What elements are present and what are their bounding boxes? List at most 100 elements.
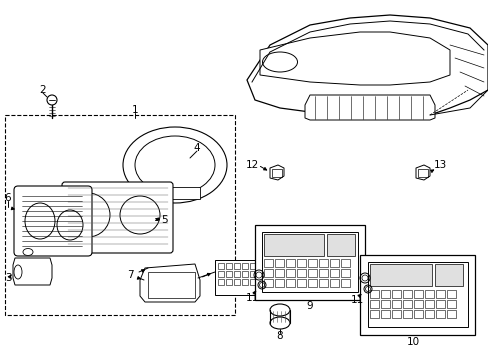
Bar bbox=[380, 300, 389, 308]
Bar bbox=[264, 259, 272, 267]
Bar bbox=[249, 271, 256, 277]
Bar bbox=[435, 300, 444, 308]
Bar bbox=[234, 271, 240, 277]
Bar bbox=[369, 290, 378, 298]
Text: 1: 1 bbox=[131, 105, 138, 115]
Bar bbox=[417, 169, 427, 177]
Bar bbox=[402, 310, 411, 318]
Bar bbox=[424, 290, 433, 298]
Bar bbox=[285, 269, 294, 277]
Bar bbox=[225, 279, 231, 285]
Bar bbox=[446, 290, 455, 298]
Bar bbox=[340, 279, 349, 287]
Bar bbox=[329, 259, 338, 267]
FancyBboxPatch shape bbox=[62, 182, 173, 253]
Bar bbox=[424, 310, 433, 318]
Bar bbox=[296, 259, 305, 267]
Bar bbox=[262, 232, 357, 292]
Text: 11: 11 bbox=[245, 293, 258, 303]
Bar bbox=[340, 269, 349, 277]
Bar bbox=[413, 310, 422, 318]
Bar bbox=[274, 279, 284, 287]
Bar bbox=[242, 271, 247, 277]
Bar bbox=[264, 234, 324, 256]
Text: 10: 10 bbox=[406, 337, 419, 347]
Ellipse shape bbox=[66, 193, 110, 237]
Bar bbox=[391, 310, 400, 318]
Bar bbox=[380, 310, 389, 318]
Bar bbox=[265, 279, 271, 285]
Bar bbox=[215, 260, 274, 295]
Polygon shape bbox=[415, 165, 429, 180]
Bar bbox=[264, 269, 272, 277]
Polygon shape bbox=[140, 264, 200, 302]
Bar bbox=[218, 279, 224, 285]
Bar bbox=[435, 290, 444, 298]
Bar bbox=[258, 279, 264, 285]
Polygon shape bbox=[305, 95, 434, 120]
Bar bbox=[359, 255, 474, 335]
Bar bbox=[234, 279, 240, 285]
Text: 7: 7 bbox=[126, 270, 133, 280]
Text: 8: 8 bbox=[276, 331, 283, 341]
Bar bbox=[435, 310, 444, 318]
Bar bbox=[446, 310, 455, 318]
Bar bbox=[402, 290, 411, 298]
Bar bbox=[369, 300, 378, 308]
Polygon shape bbox=[246, 15, 487, 118]
Bar bbox=[285, 279, 294, 287]
Bar bbox=[413, 290, 422, 298]
Polygon shape bbox=[13, 258, 52, 285]
Text: 9: 9 bbox=[306, 301, 313, 311]
Bar bbox=[307, 269, 316, 277]
Text: 5: 5 bbox=[162, 215, 168, 225]
Bar bbox=[225, 271, 231, 277]
Text: 12: 12 bbox=[245, 160, 258, 170]
Polygon shape bbox=[269, 165, 284, 180]
Bar bbox=[391, 300, 400, 308]
Ellipse shape bbox=[25, 203, 55, 239]
Bar bbox=[369, 310, 378, 318]
Bar bbox=[329, 279, 338, 287]
Text: 6: 6 bbox=[5, 193, 11, 203]
Bar bbox=[285, 259, 294, 267]
Bar bbox=[434, 264, 462, 286]
Text: 2: 2 bbox=[40, 85, 46, 95]
Bar bbox=[258, 271, 264, 277]
Text: 3: 3 bbox=[5, 273, 11, 283]
Bar bbox=[148, 272, 195, 298]
Bar bbox=[258, 263, 264, 269]
Bar bbox=[265, 263, 271, 269]
Text: 13: 13 bbox=[432, 160, 446, 170]
Ellipse shape bbox=[123, 127, 226, 203]
Bar bbox=[264, 279, 272, 287]
Ellipse shape bbox=[57, 210, 83, 240]
Bar bbox=[380, 290, 389, 298]
Bar bbox=[249, 263, 256, 269]
Bar bbox=[218, 271, 224, 277]
Bar bbox=[446, 300, 455, 308]
Polygon shape bbox=[260, 32, 449, 85]
Bar bbox=[274, 269, 284, 277]
Bar bbox=[225, 263, 231, 269]
Bar bbox=[307, 259, 316, 267]
Bar bbox=[296, 279, 305, 287]
Bar bbox=[413, 300, 422, 308]
Ellipse shape bbox=[269, 317, 289, 329]
Bar bbox=[150, 187, 200, 199]
Text: 4: 4 bbox=[193, 143, 200, 153]
Bar bbox=[254, 225, 364, 300]
Bar bbox=[218, 263, 224, 269]
Ellipse shape bbox=[135, 136, 215, 194]
Bar bbox=[424, 300, 433, 308]
Ellipse shape bbox=[120, 196, 160, 234]
Bar bbox=[367, 262, 467, 327]
Bar bbox=[234, 263, 240, 269]
Ellipse shape bbox=[23, 248, 33, 256]
Bar bbox=[318, 279, 327, 287]
Ellipse shape bbox=[269, 304, 289, 316]
Bar bbox=[307, 279, 316, 287]
Bar bbox=[265, 271, 271, 277]
Text: 11: 11 bbox=[350, 295, 363, 305]
Bar bbox=[402, 300, 411, 308]
